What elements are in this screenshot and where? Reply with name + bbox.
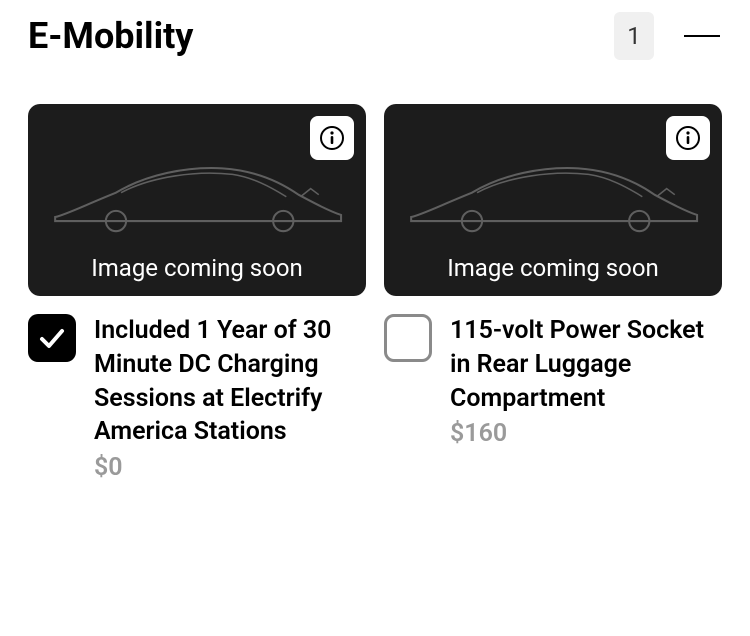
preview-label: Image coming soon: [91, 254, 303, 282]
option-row: Included 1 Year of 30 Minute DC Charging…: [28, 314, 366, 482]
option-preview: Image coming soon: [28, 104, 366, 296]
minus-icon: [684, 34, 720, 38]
section-title: E-Mobility: [28, 15, 193, 57]
check-icon: [37, 323, 67, 353]
info-button[interactable]: [310, 116, 354, 160]
option-preview: Image coming soon: [384, 104, 722, 296]
option-card: Image coming soon 115-volt Power Socket …: [384, 104, 722, 482]
info-icon: [318, 124, 346, 152]
option-label: Included 1 Year of 30 Minute DC Charging…: [94, 314, 366, 449]
option-card: Image coming soon Included 1 Year of 30 …: [28, 104, 366, 482]
option-row: 115-volt Power Socket in Rear Luggage Co…: [384, 314, 722, 448]
option-checkbox[interactable]: [28, 314, 76, 362]
header-right: 1: [614, 12, 722, 60]
section-header: E-Mobility 1: [28, 12, 722, 60]
collapse-toggle[interactable]: [682, 16, 722, 56]
preview-label: Image coming soon: [447, 254, 659, 282]
option-label: 115-volt Power Socket in Rear Luggage Co…: [450, 314, 722, 415]
info-button[interactable]: [666, 116, 710, 160]
option-checkbox[interactable]: [384, 314, 432, 362]
info-icon: [674, 124, 702, 152]
selected-count-badge: 1: [614, 12, 654, 60]
option-price: $160: [450, 419, 722, 448]
option-text: 115-volt Power Socket in Rear Luggage Co…: [450, 314, 722, 448]
option-price: $0: [94, 453, 366, 482]
option-text: Included 1 Year of 30 Minute DC Charging…: [94, 314, 366, 482]
options-row: Image coming soon Included 1 Year of 30 …: [28, 104, 722, 482]
